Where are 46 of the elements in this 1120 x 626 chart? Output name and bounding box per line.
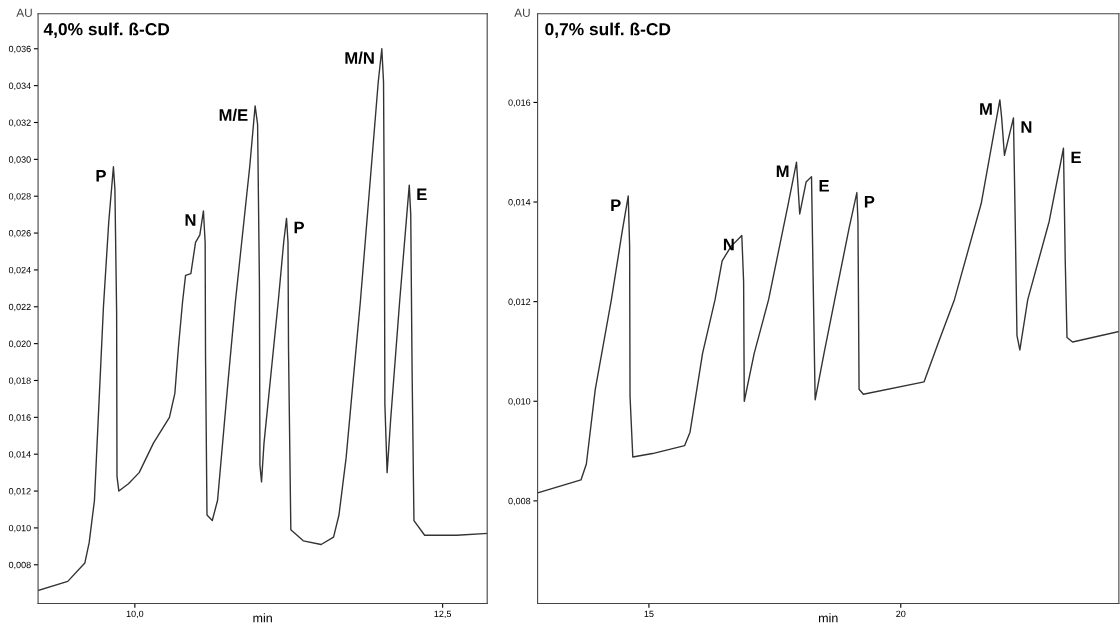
x-tick-label: 10,0: [126, 610, 144, 619]
annotation: E: [1071, 151, 1081, 164]
y-axis-title: AU: [16, 8, 32, 17]
y-tick-label: 0,012: [8, 488, 31, 496]
y-tick-label: 0,014: [508, 199, 531, 207]
y-tick-label: 0,018: [8, 377, 31, 385]
annotation: P: [96, 170, 106, 182]
y-tick-label: 0,034: [8, 82, 31, 91]
annotation: N: [185, 214, 196, 226]
annotation: N: [1021, 121, 1032, 133]
y-tick-label: 0,022: [8, 303, 31, 312]
line-series: [537, 99, 1119, 494]
x-tick-label: 15: [644, 610, 654, 618]
y-tick-label: 0,016: [508, 99, 531, 107]
y-tick-label: 0,036: [8, 45, 31, 54]
annotation: E: [417, 188, 427, 201]
annotation: P: [864, 195, 875, 208]
chart-title: 4,0% sulf. ß-CD: [43, 22, 170, 38]
annotation: P: [294, 221, 305, 234]
y-tick-label: 0,008: [508, 497, 531, 506]
y-tick-label: 0,020: [8, 340, 31, 349]
y-tick-label: 0,030: [8, 156, 31, 164]
y-tick-label: 0,014: [8, 451, 31, 459]
y-tick-label: 0,010: [8, 524, 31, 533]
y-tick-label: 0,016: [8, 414, 31, 422]
y-tick-label: 0,010: [508, 398, 531, 406]
y-tick-label: 0,028: [8, 193, 31, 201]
annotation: M: [980, 103, 992, 115]
annotation: P: [611, 199, 621, 211]
annotation: M: [776, 165, 789, 178]
x-axis-title: min: [253, 613, 272, 623]
x-axis-title: min: [819, 613, 838, 623]
chart-title: 0,7% sulf. ß-CD: [545, 22, 671, 38]
annotation: M/E: [219, 108, 248, 122]
annotation: E: [819, 180, 829, 192]
line-series: [38, 48, 488, 592]
y-tick-label: 0,012: [508, 298, 531, 307]
annotation: M/N: [345, 51, 374, 64]
y-axis-title: AU: [514, 8, 530, 17]
y-tick-label: 0,032: [8, 119, 31, 127]
x-tick-label: 12,5: [434, 610, 452, 619]
annotation: N: [723, 238, 734, 251]
x-tick-label: 20: [896, 610, 906, 618]
y-tick-label: 0,026: [8, 230, 31, 238]
y-tick-label: 0,024: [8, 266, 31, 275]
y-tick-label: 0,008: [8, 561, 31, 570]
